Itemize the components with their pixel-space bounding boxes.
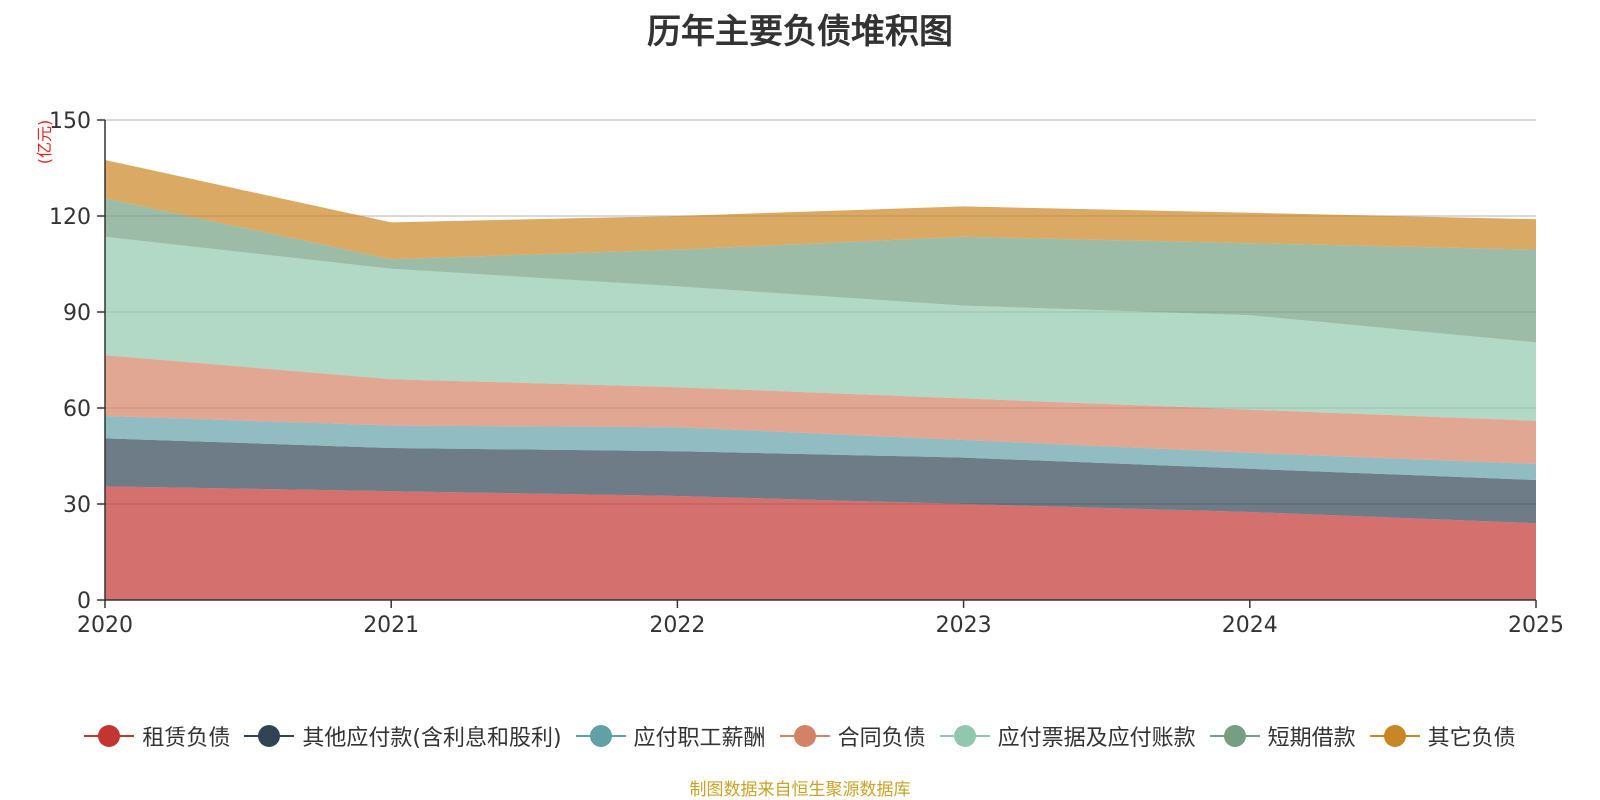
y-tick-label: 60 xyxy=(63,397,91,422)
x-tick-label: 2020 xyxy=(77,613,133,638)
legend-item[interactable]: 短期借款 xyxy=(1209,720,1356,752)
x-tick-label: 2024 xyxy=(1222,613,1278,638)
legend-marker-icon xyxy=(1209,724,1260,748)
y-tick-label: 30 xyxy=(63,493,91,518)
legend: 租赁负债 其他应付款(含利息和股利) 应付职工薪酬 合同负债 应付票据及应付账款 短期借款… xyxy=(0,718,1600,754)
legend-marker-icon xyxy=(939,724,990,748)
legend-item[interactable]: 应付职工薪酬 xyxy=(575,720,766,752)
legend-item[interactable]: 应付票据及应付账款 xyxy=(939,720,1196,752)
axes: (亿元) 0 30 60 90 120 150 2020 2021 2022 2023 2024 20… xyxy=(35,109,1564,638)
stacked-areas xyxy=(105,160,1536,600)
legend-label: 应付职工薪酬 xyxy=(633,726,766,751)
legend-marker-icon xyxy=(575,724,626,748)
y-axis-unit-label: (亿元) xyxy=(35,120,54,165)
y-tick-label: 90 xyxy=(63,301,91,326)
area-series-2 xyxy=(105,416,1536,480)
x-tick-label: 2022 xyxy=(649,613,705,638)
y-tick-label: 0 xyxy=(77,589,91,614)
legend-item[interactable]: 其它负债 xyxy=(1369,720,1516,752)
source-note: 制图数据来自恒生聚源数据库 xyxy=(689,780,911,800)
legend-label: 其他应付款(含利息和股利) xyxy=(302,726,562,751)
legend-item[interactable]: 其他应付款(含利息和股利) xyxy=(244,720,562,752)
legend-label: 租赁负债 xyxy=(142,726,231,751)
area-series-5 xyxy=(105,198,1536,343)
legend-marker-icon xyxy=(244,724,295,748)
legend-item[interactable]: 租赁负债 xyxy=(84,720,230,752)
area-series-0 xyxy=(105,486,1536,600)
x-tick-label: 2021 xyxy=(363,613,419,638)
legend-marker-icon xyxy=(84,724,135,748)
y-tick-label: 120 xyxy=(49,205,91,230)
legend-label: 应付票据及应付账款 xyxy=(997,726,1196,751)
legend-label: 合同负债 xyxy=(837,726,926,751)
legend-item[interactable]: 合同负债 xyxy=(779,720,926,752)
area-series-6 xyxy=(105,160,1536,260)
x-tick-label: 2025 xyxy=(1508,613,1564,638)
legend-label: 短期借款 xyxy=(1267,726,1356,751)
legend-label: 其它负债 xyxy=(1427,726,1516,751)
area-series-4 xyxy=(105,236,1536,421)
chart-title: 历年主要负债堆积图 xyxy=(647,12,953,52)
area-series-3 xyxy=(105,355,1536,464)
legend-marker-icon xyxy=(779,724,830,748)
x-tick-label: 2023 xyxy=(936,613,992,638)
legend-marker-icon xyxy=(1369,724,1420,748)
area-series-1 xyxy=(105,438,1536,524)
y-tick-label: 150 xyxy=(49,109,91,134)
